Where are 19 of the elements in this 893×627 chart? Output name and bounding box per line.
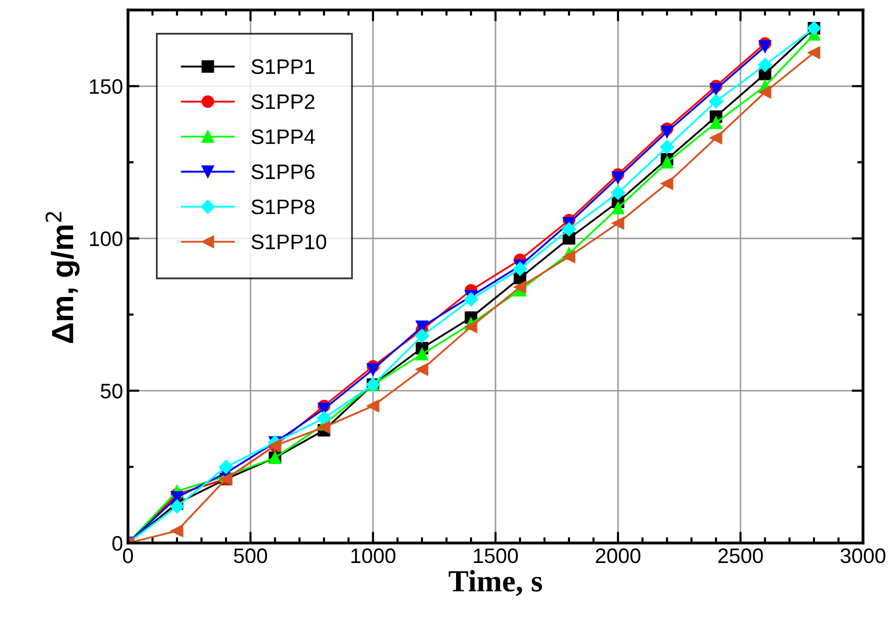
x-tick-label: 1500 bbox=[474, 548, 518, 564]
y-tick-label: 100 bbox=[90, 231, 122, 246]
legend-label: S1PP1 bbox=[251, 59, 314, 74]
y-tick-label: 50 bbox=[100, 384, 122, 398]
legend-label: S1PP6 bbox=[251, 164, 314, 180]
y-axis-title: Δm, g/m$^{2}$ bbox=[46, 212, 80, 343]
x-tick-label: 2500 bbox=[718, 548, 763, 564]
legend-label: S1PP8 bbox=[251, 199, 314, 214]
legend-label: S1PP2 bbox=[251, 94, 314, 110]
x-tick-label: 0 bbox=[123, 548, 133, 564]
y-tick-label: 0 bbox=[112, 536, 122, 551]
legend-label: S1PP10 bbox=[251, 234, 326, 250]
x-tick-label: 3000 bbox=[840, 548, 886, 564]
x-axis-title: Time, s bbox=[448, 570, 542, 596]
x-tick-label: 500 bbox=[234, 548, 268, 564]
x-tick-label: 1000 bbox=[351, 548, 396, 564]
legend-label: S1PP4 bbox=[251, 129, 315, 144]
x-tick-label: 2000 bbox=[596, 548, 640, 564]
y-tick-label: 150 bbox=[90, 79, 122, 94]
